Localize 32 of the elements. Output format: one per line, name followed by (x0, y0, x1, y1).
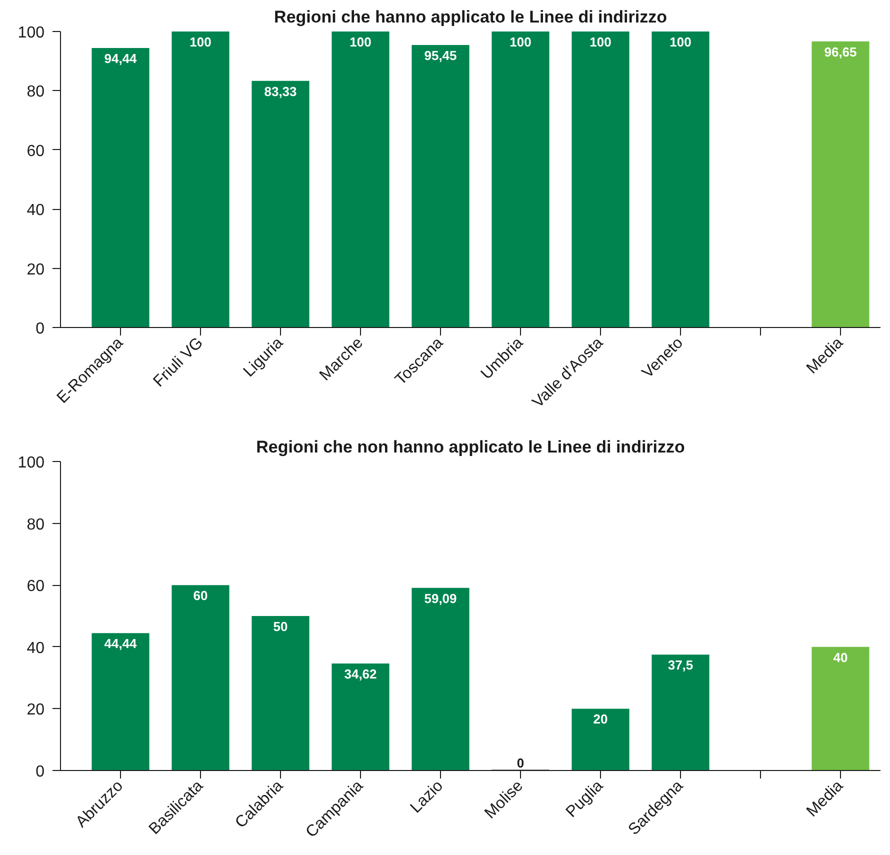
y-tick-label: 40 (26, 640, 45, 657)
data-label: 83,33 (264, 84, 297, 99)
data-label: 59,09 (424, 590, 457, 606)
chart-title: Regioni che hanno applicato le Linee di indirizzo (274, 8, 667, 26)
y-tick-label: 80 (26, 516, 45, 534)
data-label: 94,44 (104, 50, 138, 66)
y-tick-label: 60 (26, 578, 45, 596)
data-label: 60 (193, 588, 208, 604)
data-label: 100 (190, 34, 212, 50)
data-label: 44,44 (104, 636, 138, 652)
y-tick-label: 20 (26, 261, 45, 278)
y-tick-label: 0 (36, 764, 45, 780)
data-label: 100 (670, 34, 692, 50)
data-label: 37,5 (668, 658, 694, 673)
y-tick-label: 20 (26, 702, 45, 719)
y-tick-label: 60 (26, 142, 45, 160)
data-label: 95,45 (424, 48, 457, 63)
data-label: 50 (273, 619, 288, 634)
data-label: 100 (590, 34, 612, 50)
data-label: 100 (510, 34, 532, 50)
data-label: 20 (593, 712, 608, 727)
y-tick-label: 100 (18, 454, 45, 472)
data-label: 34,62 (344, 666, 377, 682)
data-label: 96,65 (824, 44, 857, 60)
y-tick-label: 100 (18, 24, 45, 42)
data-label: 40 (833, 650, 848, 665)
y-tick-label: 80 (26, 84, 45, 101)
data-label: 0 (516, 756, 524, 770)
y-tick-label: 40 (26, 202, 45, 220)
chart-title: Regioni che non hanno applicato le Linee di indirizzo (256, 438, 685, 456)
data-label: 100 (350, 34, 372, 50)
y-tick-label: 0 (36, 320, 45, 338)
